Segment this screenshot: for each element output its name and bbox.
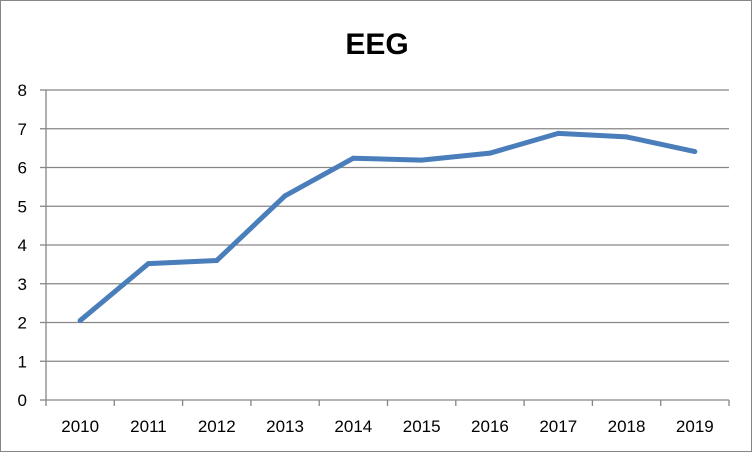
data-point-2013 (282, 193, 288, 199)
x-tick-label: 2017 (539, 417, 577, 436)
x-tick-label: 2016 (471, 417, 509, 436)
x-tick-label: 2011 (130, 417, 167, 436)
x-tick-label: 2015 (403, 417, 441, 436)
x-tick-label: 2018 (608, 417, 646, 436)
x-tick-label: 2019 (676, 417, 714, 436)
y-tick-label: 5 (18, 197, 27, 216)
y-tick-label: 6 (18, 159, 27, 178)
x-tick-label: 2014 (334, 417, 372, 436)
x-tick-label: 2013 (266, 417, 304, 436)
series-line (78, 130, 696, 323)
axes (40, 89, 730, 406)
data-point-2018 (624, 134, 630, 140)
y-tick-labels: 0 1 2 3 4 5 6 7 8 (18, 81, 27, 410)
data-point-2014 (350, 155, 356, 161)
data-point-2016 (487, 150, 493, 156)
data-point-2010 (77, 318, 83, 324)
data-point-2019 (692, 149, 698, 155)
y-tick-label: 1 (18, 352, 27, 371)
y-tick-label: 8 (18, 81, 27, 100)
gridlines (46, 89, 729, 362)
chart-title: EEG (345, 28, 408, 61)
y-tick-label: 3 (18, 275, 27, 294)
data-point-2017 (555, 130, 561, 136)
data-point-2012 (214, 258, 220, 263)
series-layer (77, 130, 698, 324)
x-tick-label: 2012 (198, 417, 236, 436)
data-point-2011 (145, 261, 151, 267)
y-tick-label: 2 (18, 314, 27, 333)
y-tick-label: 7 (18, 120, 27, 139)
x-tick-labels: 2010 2011 2012 2013 2014 2015 2016 2017 2018 2019 (61, 417, 714, 436)
data-point-2015 (419, 157, 425, 163)
x-tick-label: 2010 (61, 417, 99, 436)
y-tick-label: 0 (18, 391, 27, 410)
y-tick-label: 4 (18, 236, 27, 255)
